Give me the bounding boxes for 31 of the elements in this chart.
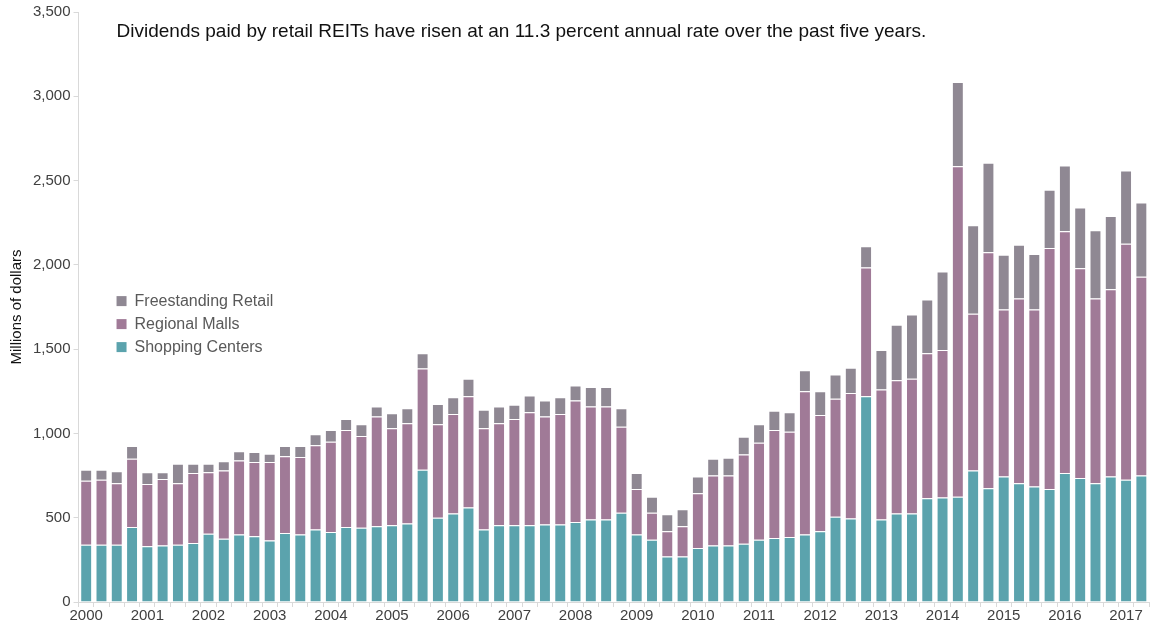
x-tick-label: 2001 bbox=[130, 606, 165, 624]
y-tick-label: 3,000 bbox=[32, 86, 71, 104]
x-tick-label: 2008 bbox=[558, 606, 593, 624]
y-axis-title: Millions of dollars bbox=[7, 249, 25, 365]
y-tick-label: 2,500 bbox=[32, 170, 71, 188]
x-tick-label: 2017 bbox=[1109, 606, 1143, 624]
x-tick-label: 2004 bbox=[314, 606, 348, 624]
x-tick-label: 2010 bbox=[681, 606, 715, 624]
legend-label: Regional Malls bbox=[134, 314, 240, 332]
x-tick-label: 2011 bbox=[742, 606, 776, 624]
x-tick-label: 2002 bbox=[191, 606, 226, 624]
x-tick-label: 2014 bbox=[925, 606, 960, 624]
x-tick-label: 2009 bbox=[620, 606, 654, 624]
x-tick-label: 2003 bbox=[253, 606, 287, 624]
x-tick-label: 2000 bbox=[69, 606, 103, 624]
x-tick-label: 2015 bbox=[987, 606, 1021, 624]
y-tick-label: 500 bbox=[45, 507, 71, 525]
x-tick-label: 2013 bbox=[864, 606, 899, 624]
x-tick-label: 2007 bbox=[497, 606, 532, 624]
y-tick-label: 1,000 bbox=[32, 423, 71, 441]
legend-label: Freestanding Retail bbox=[134, 291, 274, 309]
x-tick-label: 2005 bbox=[375, 606, 409, 624]
y-tick-label: 1,500 bbox=[32, 339, 71, 357]
x-tick-label: 2006 bbox=[436, 606, 470, 624]
chart-title: Dividends paid by retail REITs have risen at an 11.3 percent annual rate over the past five years. bbox=[116, 20, 927, 42]
y-tick-label: 2,000 bbox=[32, 255, 71, 272]
y-tick-label: 3,500 bbox=[32, 2, 71, 20]
y-tick-label: 0 bbox=[62, 592, 71, 610]
x-tick-label: 2012 bbox=[803, 606, 837, 624]
x-tick-label: 2016 bbox=[1048, 606, 1082, 624]
legend-label: Shopping Centers bbox=[134, 337, 263, 355]
